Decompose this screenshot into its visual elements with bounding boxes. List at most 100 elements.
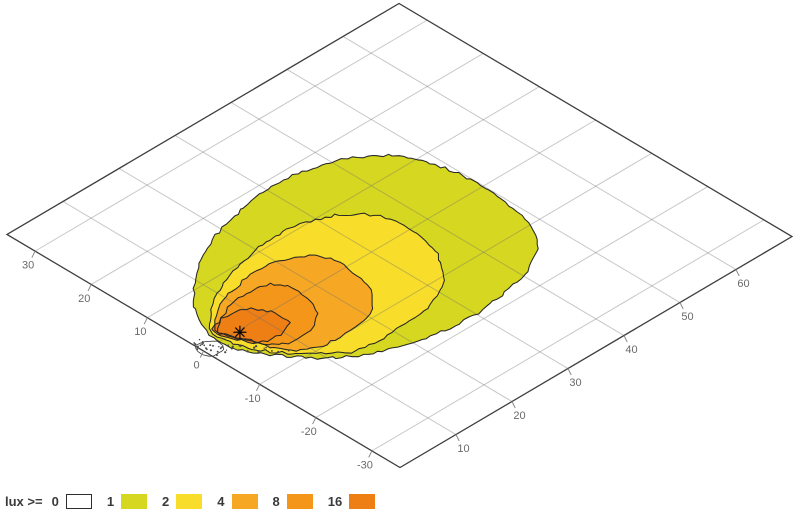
legend-item-2: 2 bbox=[162, 493, 203, 509]
grid-line bbox=[230, 102, 625, 336]
speck bbox=[203, 344, 205, 346]
right-axis-tick-label: 40 bbox=[625, 344, 637, 356]
speck bbox=[275, 352, 278, 354]
right-axis-tick-label: 20 bbox=[513, 410, 525, 422]
legend-swatch bbox=[349, 493, 376, 509]
speck bbox=[287, 349, 290, 352]
stipple-dots bbox=[193, 338, 290, 359]
legend-item-4: 8 bbox=[272, 493, 313, 509]
source-asterisk-icon bbox=[233, 325, 247, 339]
speck bbox=[270, 349, 273, 352]
left-axis-tick bbox=[87, 284, 92, 292]
grid-line bbox=[174, 135, 569, 369]
legend-swatch bbox=[121, 493, 148, 509]
speck bbox=[198, 338, 201, 341]
contour-band-fill-16 bbox=[211, 307, 291, 344]
left-axis-tick bbox=[31, 250, 36, 258]
speck bbox=[218, 345, 220, 348]
speck bbox=[277, 350, 280, 353]
speck bbox=[209, 349, 212, 352]
legend: lux >= 0 1 2 4 8 16 bbox=[5, 490, 390, 512]
left-axis-tick-label: 10 bbox=[134, 326, 146, 338]
grid-line bbox=[118, 168, 513, 402]
left-axis-tick-label: -30 bbox=[357, 459, 373, 471]
speck bbox=[265, 346, 267, 349]
grid-line bbox=[203, 119, 596, 352]
left-axis-tick bbox=[255, 384, 261, 392]
contour-outline-4 bbox=[214, 254, 374, 352]
speck bbox=[254, 344, 258, 348]
legend-item-1: 1 bbox=[106, 493, 148, 509]
contour-outline-2 bbox=[208, 212, 445, 355]
speck bbox=[257, 350, 260, 353]
contour-outline-8 bbox=[217, 282, 319, 346]
speck bbox=[205, 347, 207, 350]
legend-swatch bbox=[231, 493, 258, 509]
speck bbox=[202, 342, 204, 344]
left-axis-tick-label: -10 bbox=[245, 393, 261, 405]
legend-level-label: 2 bbox=[162, 493, 170, 509]
left-axis-tick bbox=[368, 450, 373, 458]
axis-tick-labels: 30 20 10 0 -10 -20 -30 10 20 30 40 50 60 bbox=[22, 260, 750, 472]
right-axis-tick bbox=[455, 434, 460, 442]
right-axis-tick bbox=[735, 269, 740, 277]
contour-outlines bbox=[192, 153, 539, 360]
grid-line bbox=[371, 219, 765, 452]
speck bbox=[209, 344, 212, 347]
right-axis-tick-label: 30 bbox=[569, 377, 581, 389]
right-axis-tick bbox=[511, 401, 516, 409]
speck bbox=[263, 347, 265, 349]
contour-band-fills bbox=[193, 154, 539, 360]
speck bbox=[194, 343, 197, 346]
right-axis-tick bbox=[567, 368, 572, 376]
legend-item-3: 4 bbox=[217, 493, 258, 509]
left-axis-tick-label: -20 bbox=[301, 426, 317, 438]
left-axis-tick-label: 30 bbox=[22, 260, 34, 272]
axis-ticks bbox=[31, 250, 740, 458]
legend-swatch bbox=[65, 493, 92, 509]
speck bbox=[216, 354, 218, 357]
left-axis-tick bbox=[199, 350, 204, 358]
grid-line bbox=[62, 201, 457, 435]
legend-prefix: lux >= bbox=[5, 493, 43, 509]
legend-level-label: 16 bbox=[327, 493, 343, 509]
speck bbox=[224, 351, 227, 354]
speck bbox=[212, 344, 214, 347]
plot-border bbox=[5, 2, 794, 469]
left-axis-tick bbox=[143, 317, 148, 325]
legend-level-label: 4 bbox=[217, 493, 225, 509]
legend-level-label: 0 bbox=[51, 493, 59, 509]
left-axis-tick bbox=[312, 417, 317, 425]
legend-level-label: 8 bbox=[272, 493, 280, 509]
speck bbox=[246, 350, 249, 353]
legend-item-5: 16 bbox=[327, 493, 376, 509]
grid-line bbox=[34, 19, 428, 252]
legend-swatch bbox=[176, 493, 203, 509]
grid-line bbox=[342, 36, 737, 270]
right-axis-tick-label: 10 bbox=[457, 443, 469, 455]
right-axis-tick-label: 50 bbox=[681, 311, 693, 323]
right-axis-tick-label: 60 bbox=[737, 278, 749, 290]
ground-grid bbox=[34, 19, 765, 452]
left-axis-tick-label: 0 bbox=[193, 360, 199, 372]
speck bbox=[220, 346, 223, 349]
grid-line bbox=[315, 186, 709, 419]
speck bbox=[225, 349, 228, 351]
right-axis-tick bbox=[679, 302, 684, 310]
legend-item-0: 0 bbox=[51, 493, 92, 509]
speck bbox=[238, 344, 241, 347]
speck bbox=[231, 345, 234, 348]
grid-line bbox=[147, 86, 540, 319]
left-axis-tick-label: 20 bbox=[78, 293, 90, 305]
speck bbox=[230, 347, 233, 350]
right-axis-tick bbox=[623, 335, 628, 343]
speck bbox=[253, 346, 256, 349]
legend-swatch bbox=[286, 493, 313, 509]
grid-line bbox=[90, 52, 484, 285]
legend-level-label: 1 bbox=[106, 493, 115, 509]
speck bbox=[216, 350, 219, 353]
contour-outline-16 bbox=[211, 307, 291, 345]
speck bbox=[196, 348, 199, 351]
speck bbox=[227, 344, 230, 347]
